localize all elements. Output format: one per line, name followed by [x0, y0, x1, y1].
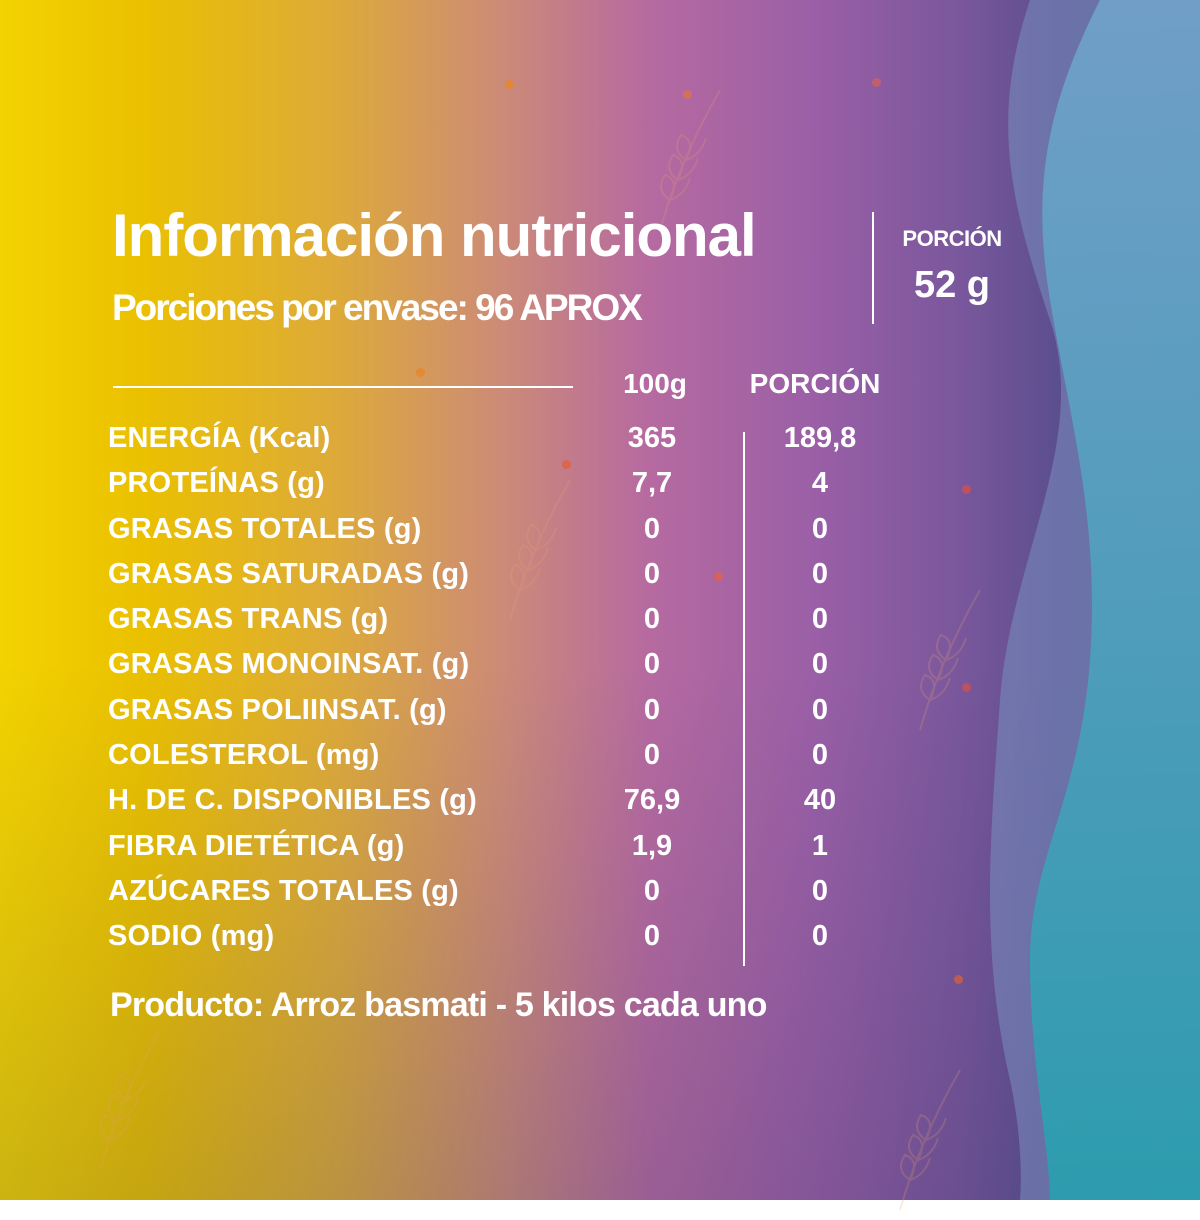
value-100g: 0 — [643, 739, 661, 772]
nutrient-label: ENERGÍA (Kcal) — [108, 422, 331, 454]
table-row: GRASAS TRANS (g) 0 0 — [108, 599, 908, 644]
nutrient-label: PROTEÍNAS (g) — [108, 467, 325, 500]
nutrient-label: GRASAS TRANS (g) — [108, 603, 389, 636]
serving-size-value: 52 g — [913, 264, 991, 306]
decorative-dot — [872, 78, 881, 87]
nutrient-label: GRASAS SATURADAS (g) — [108, 557, 470, 590]
page-title: Información nutricional — [112, 202, 757, 269]
decorative-dot — [505, 80, 514, 89]
value-portion: 0 — [811, 693, 829, 726]
value-100g: 0 — [643, 557, 661, 590]
value-100g: 0 — [643, 512, 661, 545]
nutrient-label: COLESTEROL (mg) — [108, 739, 380, 772]
column-divider — [743, 432, 745, 966]
value-portion: 0 — [811, 648, 829, 681]
value-100g: 0 — [643, 603, 661, 636]
value-portion: 0 — [811, 603, 829, 636]
nutrient-label: SODIO (mg) — [108, 920, 275, 953]
decorative-dot — [416, 368, 425, 377]
table-top-rule — [113, 386, 573, 388]
value-portion: 1 — [811, 829, 829, 862]
wheat-icon — [899, 1069, 961, 1211]
value-portion: 40 — [803, 784, 837, 817]
table-row: H. DE C. DISPONIBLES (g) 76,9 40 — [108, 780, 908, 825]
header-divider — [872, 212, 874, 324]
value-100g: 0 — [643, 693, 661, 726]
nutrient-label: AZÚCARES TOTALES (g) — [108, 874, 459, 907]
nutrition-table: ENERGÍA (Kcal) 365 189,8 PROTEÍNAS (g) 7,7 4… — [108, 418, 908, 962]
value-100g: 1,9 — [631, 829, 673, 862]
value-100g: 0 — [643, 648, 661, 681]
decorative-dot — [714, 572, 723, 581]
product-description: Producto: Arroz basmati - 5 kilos cada u… — [110, 986, 767, 1024]
nutrient-label: GRASAS MONOINSAT. (g) — [108, 648, 470, 681]
value-portion: 0 — [811, 512, 829, 545]
wheat-icon — [919, 589, 981, 731]
value-portion: 0 — [811, 557, 829, 590]
decorative-dot — [962, 485, 971, 494]
table-row: PROTEÍNAS (g) 7,7 4 — [108, 463, 908, 508]
value-portion: 0 — [811, 739, 829, 772]
value-100g: 365 — [627, 422, 677, 454]
nutrient-label: FIBRA DIETÉTICA (g) — [108, 829, 405, 862]
value-portion: 189,8 — [783, 422, 857, 454]
column-header-100g: 100g — [623, 368, 687, 399]
table-row: GRASAS POLIINSAT. (g) 0 0 — [108, 690, 908, 735]
decorative-dot — [683, 90, 692, 99]
table-row: GRASAS SATURADAS (g) 0 0 — [108, 554, 908, 599]
servings-per-container: Porciones por envase: 96 APROX — [112, 287, 643, 328]
table-row: SODIO (mg) 0 0 — [108, 916, 908, 961]
table-row: AZÚCARES TOTALES (g) 0 0 — [108, 871, 908, 916]
table-row: GRASAS TOTALES (g) 0 0 — [108, 509, 908, 554]
nutrient-label: GRASAS TOTALES (g) — [108, 512, 422, 545]
serving-size-box: PORCIÓN 52 g — [882, 222, 1022, 310]
decorative-dot — [562, 460, 571, 469]
serving-label: PORCIÓN — [902, 226, 1002, 251]
wheat-icon — [99, 1029, 161, 1171]
table-row: GRASAS MONOINSAT. (g) 0 0 — [108, 644, 908, 689]
table-row: COLESTEROL (mg) 0 0 — [108, 735, 908, 780]
value-portion: 4 — [811, 467, 829, 500]
value-portion: 0 — [811, 874, 829, 907]
nutrient-label: GRASAS POLIINSAT. (g) — [108, 693, 447, 726]
wheat-icon — [659, 89, 721, 231]
decorative-wave — [990, 0, 1200, 1200]
decorative-dot — [962, 683, 971, 692]
decorative-dot — [954, 975, 963, 984]
value-100g: 0 — [643, 874, 661, 907]
value-100g: 0 — [643, 920, 661, 953]
value-100g: 7,7 — [631, 467, 673, 500]
value-100g: 76,9 — [623, 784, 681, 817]
column-header-portion: PORCIÓN — [749, 368, 881, 399]
table-row: FIBRA DIETÉTICA (g) 1,9 1 — [108, 826, 908, 871]
wheat-icon — [509, 479, 571, 621]
table-row: ENERGÍA (Kcal) 365 189,8 — [108, 418, 908, 463]
nutrient-label: H. DE C. DISPONIBLES (g) — [108, 784, 477, 817]
value-portion: 0 — [811, 920, 829, 953]
